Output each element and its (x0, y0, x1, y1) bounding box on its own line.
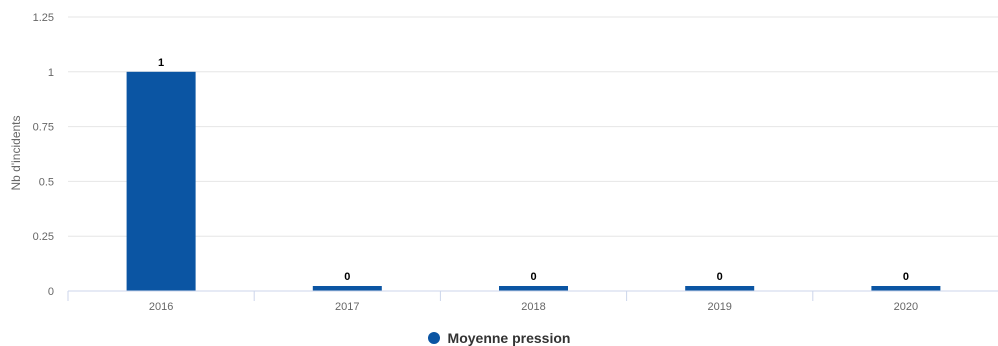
y-tick-label: 0 (48, 286, 54, 298)
data-label: 0 (530, 271, 536, 283)
x-tick-label: 2016 (149, 301, 173, 313)
legend-marker (427, 332, 440, 344)
y-tick-label: 0.25 (33, 231, 54, 243)
bar-2019[interactable] (685, 286, 755, 291)
data-label: 0 (903, 271, 909, 283)
y-tick-label: 0.5 (39, 176, 54, 188)
y-tick-label: 0.75 (33, 122, 54, 134)
grid-lines (68, 16, 998, 237)
legend[interactable]: Moyenne pression (0, 330, 998, 346)
legend-label-moyenne-pression: Moyenne pression (447, 330, 571, 346)
y-tick-label: 1 (48, 67, 54, 79)
bars: 1 0 0 0 0 (126, 57, 941, 291)
y-tick-label: 1.25 (33, 12, 54, 24)
bar-2016[interactable] (126, 71, 196, 291)
axes: 0 0.25 0.5 0.75 1 1.25 2016 2017 2018 2019 2020 (33, 12, 998, 313)
bar-2017[interactable] (312, 286, 382, 291)
data-label: 0 (717, 271, 723, 283)
x-tick-label: 2020 (894, 301, 918, 313)
data-label: 1 (158, 57, 164, 69)
data-label: 0 (344, 271, 350, 283)
bar-2018[interactable] (499, 286, 568, 291)
bar-chart: 1 0 0 0 0 0 0.25 0.5 0.75 1 1.25 2016 2017 2018 2019 2… (9, 12, 998, 313)
x-tick-label: 2017 (335, 301, 359, 313)
bar-2020[interactable] (871, 286, 941, 291)
x-tick-label: 2019 (707, 301, 731, 313)
y-axis-title: Nb d'incidents (9, 116, 23, 191)
x-tick-label: 2018 (521, 301, 545, 313)
